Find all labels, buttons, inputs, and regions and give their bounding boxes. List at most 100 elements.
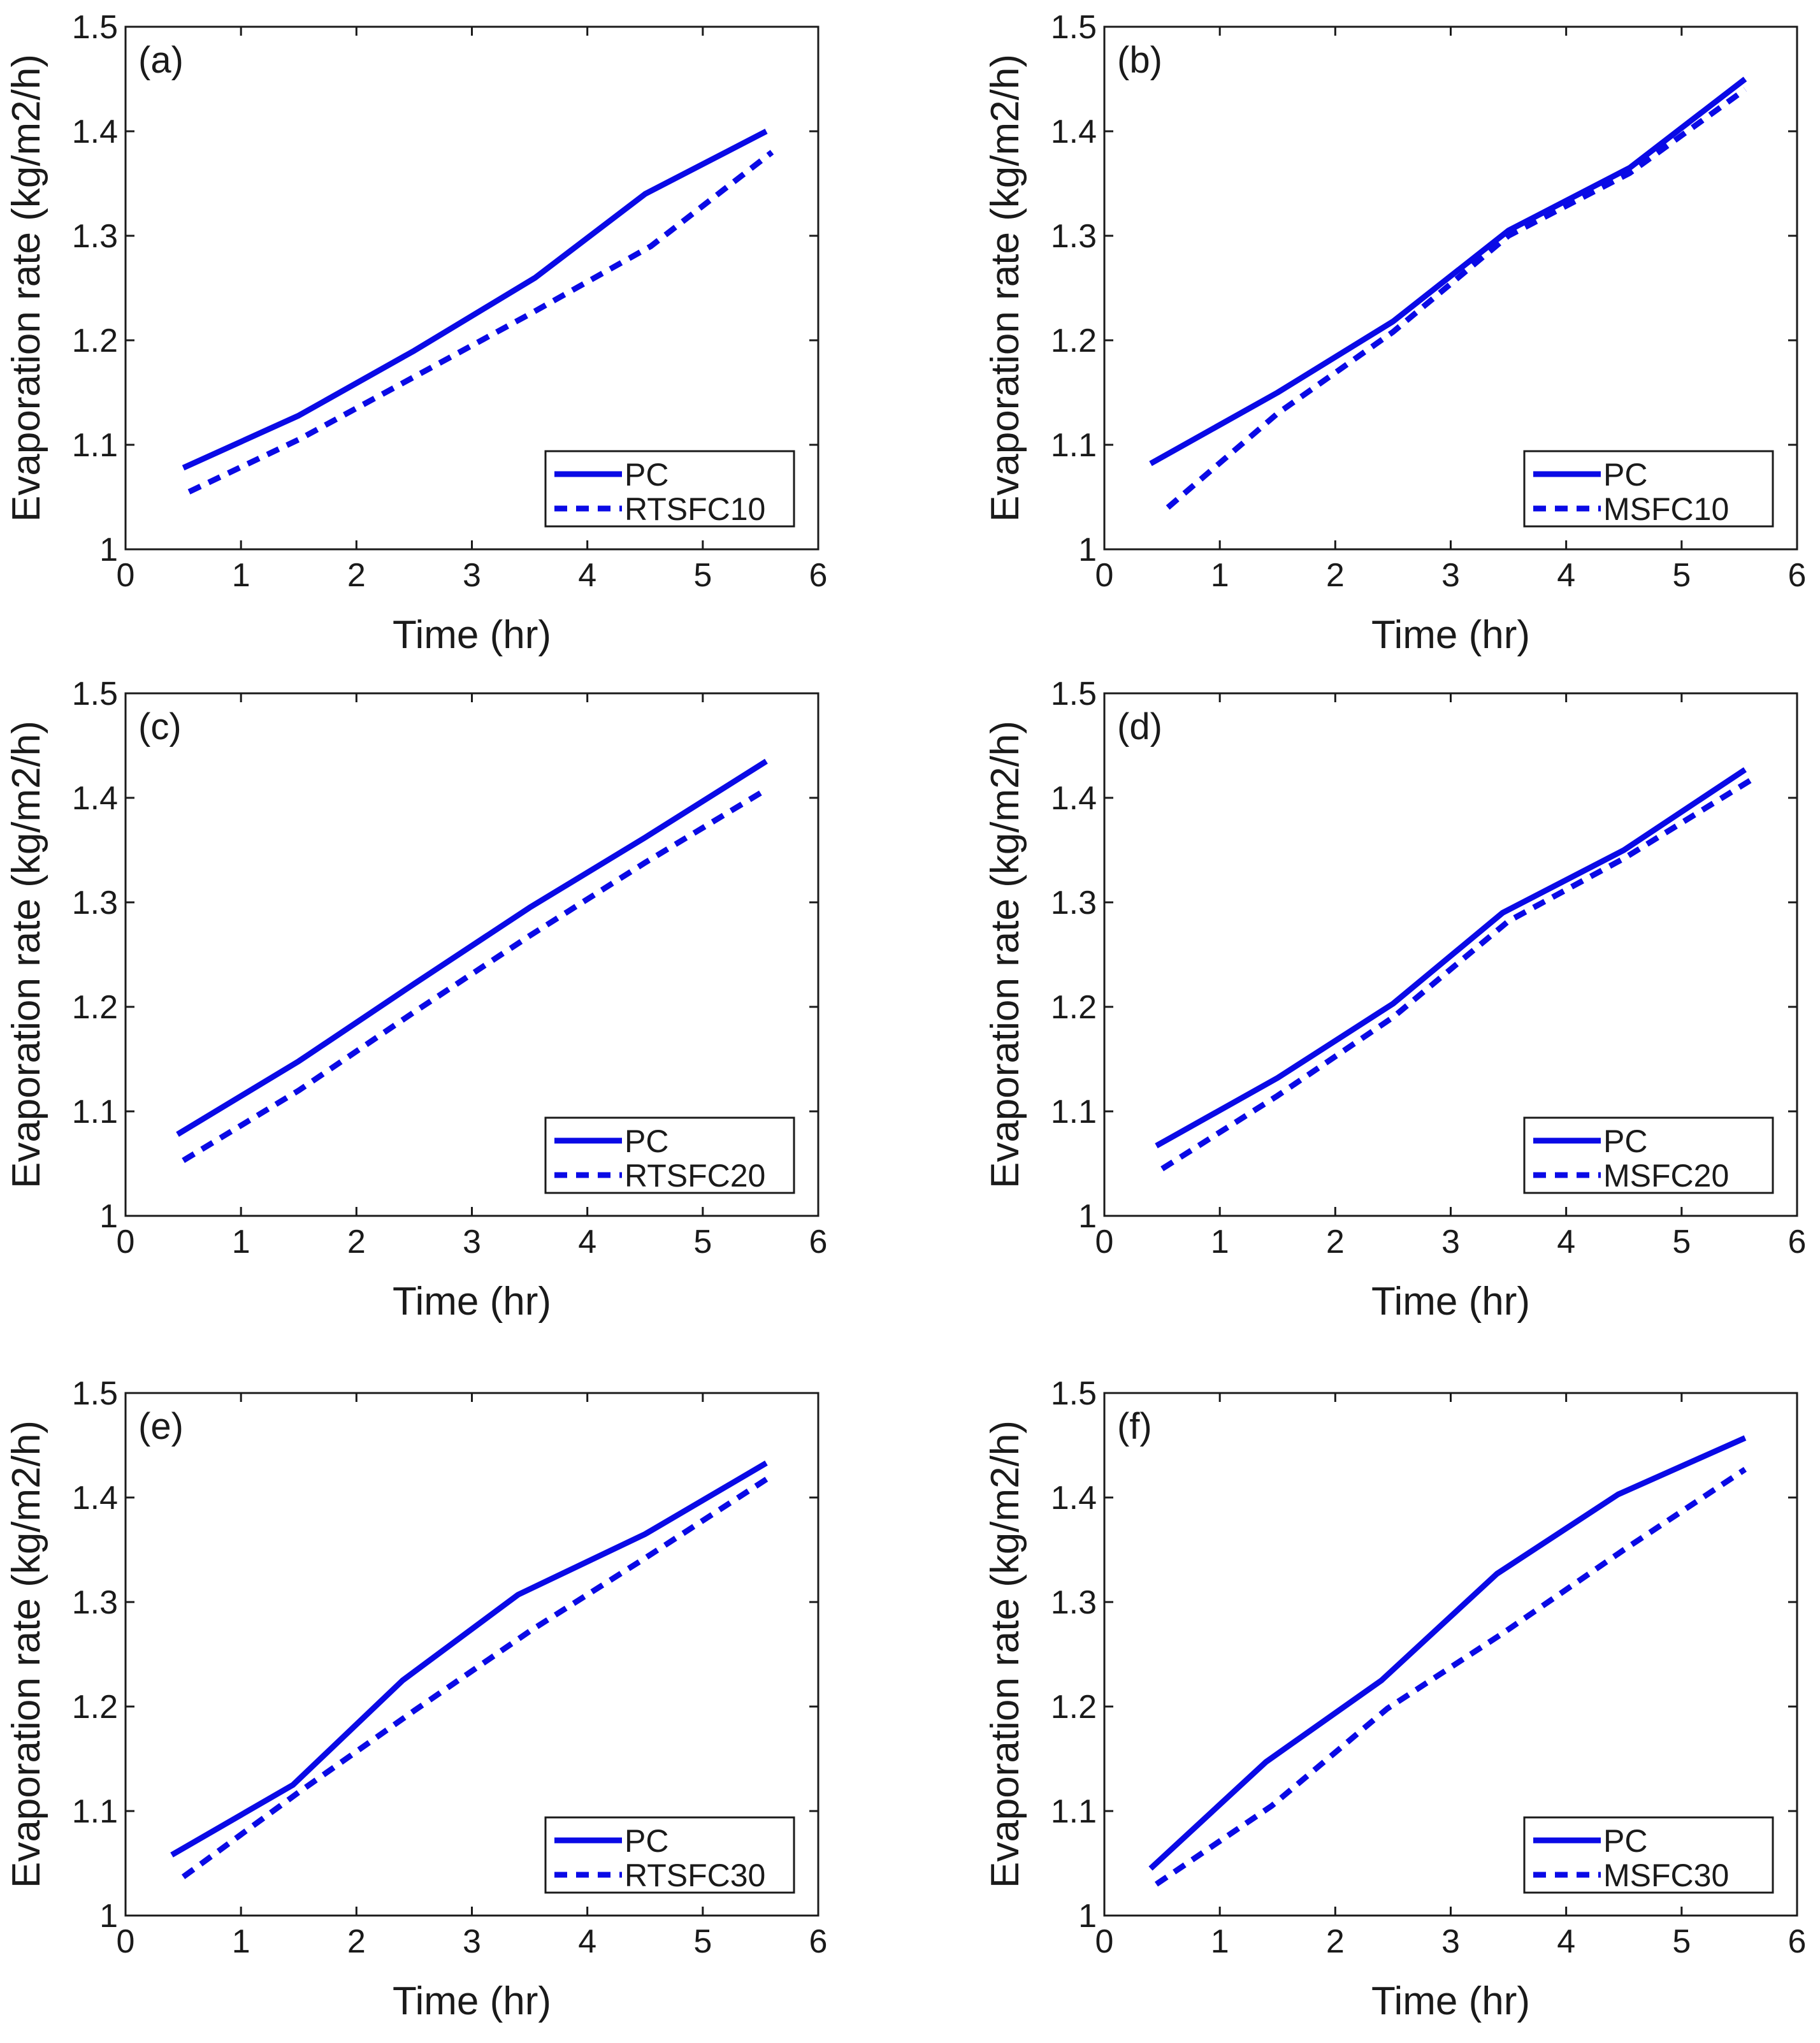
x-tick-label: 3 [463,1923,481,1960]
x-tick-label: 1 [232,1224,250,1260]
y-tick-label: 1.4 [1051,113,1097,150]
y-tick-label: 1.4 [1051,780,1097,817]
x-tick-label: 0 [1095,1224,1114,1260]
y-tick-label: 1 [99,1198,118,1235]
x-tick-label: 3 [463,557,481,594]
y-tick-label: 1.2 [1051,1689,1097,1726]
legend-label: MSFC30 [1603,1858,1729,1893]
y-axis-label: Evaporation rate (kg/m2/h) [983,721,1027,1188]
legend-label: PC [1603,1123,1647,1159]
x-tick-label: 4 [578,1224,596,1260]
x-tick-label: 2 [1326,1224,1345,1260]
x-tick-label: 1 [232,557,250,594]
x-tick-label: 1 [232,1923,250,1960]
y-axis-label: Evaporation rate (kg/m2/h) [4,1420,48,1888]
y-tick-label: 1.5 [72,1375,118,1412]
y-tick-label: 1.1 [1051,1094,1097,1130]
series-line-rtsfc30 [181,1473,774,1879]
series-line-msfc20 [1160,777,1752,1172]
legend-label: PC [625,457,668,493]
series-line-pc [1148,1435,1747,1871]
y-axis-label: Evaporation rate (kg/m2/h) [983,54,1027,522]
panel-label: (a) [138,40,184,81]
y-tick-label: 1.1 [72,1793,118,1830]
y-tick-label: 1 [99,531,118,568]
y-tick-label: 1.2 [72,1689,118,1726]
legend-box [1523,1116,1774,1194]
y-tick-label: 1.1 [1051,1793,1097,1830]
x-tick-label: 4 [1557,1923,1575,1960]
x-tick-label: 0 [1095,557,1114,594]
series-line-msfc30 [1154,1466,1747,1887]
legend-label: MSFC20 [1603,1158,1729,1194]
y-tick-label: 1.1 [72,427,118,464]
panel-label: (c) [138,706,182,747]
legend-box [544,1816,795,1894]
y-tick-label: 1.4 [72,1480,118,1517]
y-tick-label: 1.4 [72,780,118,817]
legend-box [544,450,795,528]
series-line-rtsfc20 [182,787,768,1163]
x-tick-label: 0 [1095,1923,1114,1960]
x-tick-label: 6 [809,557,828,594]
legend-label: PC [1603,1823,1647,1859]
series-line-msfc10 [1166,87,1747,510]
x-tick-label: 6 [1788,557,1807,594]
x-tick-label: 6 [1788,1224,1807,1260]
series-line-rtsfc10 [187,150,774,495]
legend-label: RTSFC30 [625,1858,765,1893]
y-tick-label: 1.2 [1051,989,1097,1026]
series-line-pc [170,1461,768,1858]
x-tick-label: 0 [117,1224,135,1260]
y-tick-label: 1.5 [72,675,118,712]
y-tick-label: 1.5 [1051,675,1097,712]
x-axis-label: Time (hr) [393,613,551,657]
x-tick-label: 6 [809,1224,828,1260]
y-axis-label: Evaporation rate (kg/m2/h) [4,54,48,522]
y-tick-label: 1.3 [1051,1584,1097,1621]
series-line-pc [1149,76,1747,466]
y-tick-label: 1.4 [1051,1480,1097,1517]
legend-label: MSFC10 [1603,491,1729,527]
y-tick-label: 1.3 [1051,884,1097,921]
legend-box [1523,450,1774,528]
x-tick-label: 5 [693,1923,712,1960]
x-tick-label: 6 [809,1923,828,1960]
x-tick-label: 1 [1211,557,1229,594]
y-tick-label: 1.5 [1051,1375,1097,1412]
legend-label: PC [625,1123,668,1159]
x-tick-label: 1 [1211,1224,1229,1260]
y-tick-label: 1 [99,1898,118,1935]
legend-label: PC [625,1823,668,1859]
x-tick-label: 3 [1441,1923,1460,1960]
x-axis-label: Time (hr) [1371,1280,1530,1324]
x-tick-label: 2 [347,1224,366,1260]
legend-box [544,1116,795,1194]
x-tick-label: 2 [347,1923,366,1960]
y-axis-label: Evaporation rate (kg/m2/h) [4,721,48,1188]
series-line-pc [182,129,768,471]
panel-label: (e) [138,1406,184,1447]
y-tick-label: 1.3 [72,218,118,255]
x-tick-label: 4 [578,1923,596,1960]
y-tick-label: 1.2 [1051,322,1097,359]
y-tick-label: 1.1 [72,1094,118,1130]
y-tick-label: 1.1 [1051,427,1097,464]
x-tick-label: 3 [1441,1224,1460,1260]
legend-label: RTSFC10 [625,491,765,527]
x-tick-label: 5 [1672,1923,1691,1960]
y-tick-label: 1 [1078,531,1097,568]
panel-label: (b) [1117,40,1162,81]
x-tick-label: 3 [1441,557,1460,594]
x-tick-label: 1 [1211,1923,1229,1960]
y-tick-label: 1.2 [72,322,118,359]
series-line-pc [176,758,768,1137]
